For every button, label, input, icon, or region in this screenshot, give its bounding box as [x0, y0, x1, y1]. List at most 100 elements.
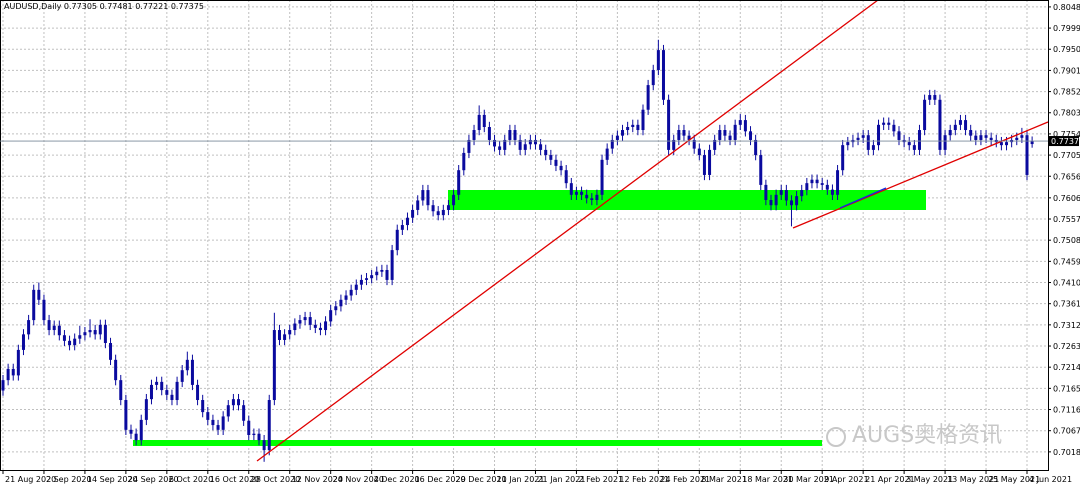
x-tick-label: 3 May 2021: [906, 475, 953, 484]
candle-body: [114, 359, 118, 381]
candle-body: [646, 85, 650, 110]
candle-body: [871, 145, 875, 150]
plot-frame: [0, 0, 1049, 471]
candle-body: [810, 179, 814, 184]
watermark-icon: [826, 427, 846, 447]
trend-line: [256, 0, 879, 462]
candle-body: [544, 149, 548, 156]
candle-body: [764, 184, 768, 201]
candle-body: [692, 139, 696, 149]
candle-body: [979, 135, 983, 140]
candle-body: [32, 289, 36, 321]
candle-body: [605, 148, 609, 160]
candle-body: [580, 191, 584, 195]
candle-body: [784, 190, 788, 201]
candle-body: [6, 368, 10, 381]
x-tick-label: 24 Sep 2020: [128, 475, 179, 484]
candle-body: [257, 433, 261, 441]
candle-body: [861, 135, 865, 138]
candle-body: [1005, 142, 1009, 146]
candle-body: [431, 205, 435, 212]
candle-body: [549, 155, 553, 160]
candle-body: [103, 324, 107, 343]
candle-body: [789, 200, 793, 206]
candle-body: [1015, 137, 1019, 140]
candle-body: [1030, 141, 1034, 145]
candle-body: [349, 289, 353, 296]
candle-body: [513, 130, 517, 140]
candle-body: [585, 194, 589, 199]
candle-body: [738, 120, 742, 125]
candle-body: [508, 130, 512, 140]
candle-body: [477, 114, 481, 131]
candle-body: [308, 317, 312, 325]
candle-body: [288, 330, 292, 335]
candle-body: [252, 433, 256, 436]
candle-body: [134, 433, 138, 441]
x-tick-label: 29 Dec 2020: [456, 475, 507, 484]
candle-body: [897, 131, 901, 140]
x-tick-label: 6 Oct 2020: [169, 475, 213, 484]
candle-body: [411, 209, 415, 218]
candle-body: [774, 194, 778, 206]
title-symbol: AUDUSD,Daily: [4, 2, 62, 11]
candle-body: [718, 130, 722, 140]
candle-body: [661, 50, 665, 100]
candle-body: [62, 335, 66, 341]
candle-body: [155, 381, 159, 385]
candle-body: [344, 295, 348, 300]
candle-body: [313, 324, 317, 328]
watermark: AUGS奥格资讯: [852, 423, 1002, 448]
candle-body: [943, 135, 947, 150]
candle-body: [999, 142, 1003, 146]
candle-body: [324, 321, 328, 331]
x-tick-label: 16 Dec 2020: [415, 475, 466, 484]
candle-body: [446, 205, 450, 210]
candle-body: [180, 370, 184, 382]
candle-body: [989, 137, 993, 140]
candle-body: [354, 284, 358, 290]
candle-body: [626, 127, 630, 131]
candle-body: [226, 405, 230, 417]
candle-body: [672, 139, 676, 150]
x-tick-label: 28 Oct 2020: [251, 475, 300, 484]
candle-body: [574, 191, 578, 195]
candles: [1, 39, 1034, 462]
candle-body: [221, 416, 225, 430]
candle-body: [569, 183, 573, 195]
candle-body: [421, 190, 425, 201]
candle-body: [237, 399, 241, 406]
candle-body: [759, 155, 763, 185]
candle-body: [539, 144, 543, 150]
candle-body: [713, 139, 717, 150]
candle-body: [247, 420, 251, 436]
candle-body: [426, 190, 430, 206]
candle-body: [482, 114, 486, 128]
candle-body: [211, 419, 215, 426]
candle-body: [533, 139, 537, 145]
candle-body: [636, 124, 640, 131]
candle-body: [380, 269, 384, 272]
candle-body: [697, 148, 701, 156]
x-tick-label: 12 Nov 2020: [292, 475, 343, 484]
candle-body: [969, 130, 973, 136]
candle-body: [953, 124, 957, 131]
trend-line: [839, 187, 887, 209]
candle-body: [262, 440, 266, 451]
candle-body: [518, 139, 522, 150]
candle-body: [917, 130, 921, 150]
candle-body: [554, 159, 558, 166]
candle-body: [677, 130, 681, 140]
candle-body: [467, 139, 471, 153]
x-tick-label: 21 Aug 2020: [5, 475, 56, 484]
candle-body: [242, 405, 246, 421]
x-tick-label: 2 Sep 2020: [46, 475, 92, 484]
x-tick-label: 2 Feb 2021: [578, 475, 623, 484]
candle-body: [272, 330, 276, 401]
